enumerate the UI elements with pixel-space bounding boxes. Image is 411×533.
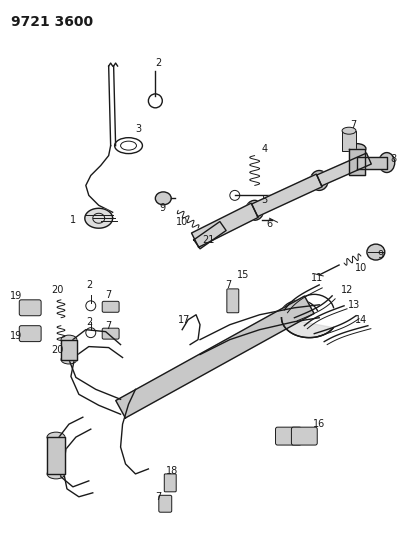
Text: 2: 2 bbox=[155, 58, 162, 68]
FancyBboxPatch shape bbox=[164, 474, 176, 492]
Text: 19: 19 bbox=[10, 291, 23, 301]
Ellipse shape bbox=[47, 432, 65, 442]
Text: 9: 9 bbox=[378, 250, 384, 260]
Ellipse shape bbox=[310, 171, 328, 190]
Polygon shape bbox=[252, 174, 322, 216]
Ellipse shape bbox=[246, 200, 263, 220]
Polygon shape bbox=[85, 208, 113, 228]
FancyBboxPatch shape bbox=[227, 289, 239, 313]
Ellipse shape bbox=[367, 244, 385, 260]
Ellipse shape bbox=[379, 152, 395, 173]
Polygon shape bbox=[317, 153, 371, 186]
Polygon shape bbox=[192, 203, 258, 247]
Text: 5: 5 bbox=[261, 196, 268, 205]
Text: 7: 7 bbox=[350, 120, 356, 130]
Polygon shape bbox=[61, 340, 77, 360]
Text: 3: 3 bbox=[135, 124, 141, 134]
Text: 12: 12 bbox=[341, 285, 353, 295]
Text: 20: 20 bbox=[51, 344, 63, 354]
Text: 8: 8 bbox=[391, 154, 397, 164]
Text: 19: 19 bbox=[10, 330, 23, 341]
FancyBboxPatch shape bbox=[102, 301, 119, 312]
Text: 11: 11 bbox=[311, 273, 323, 283]
Text: 2: 2 bbox=[87, 280, 93, 290]
Text: 21: 21 bbox=[202, 235, 214, 245]
Text: 4: 4 bbox=[261, 143, 268, 154]
Text: 14: 14 bbox=[355, 314, 367, 325]
Text: 7: 7 bbox=[155, 492, 162, 502]
Text: 7: 7 bbox=[106, 290, 112, 300]
Text: 7: 7 bbox=[106, 321, 112, 330]
Text: 10: 10 bbox=[176, 217, 188, 227]
Text: 2: 2 bbox=[87, 317, 93, 327]
Text: 6: 6 bbox=[266, 219, 272, 229]
Ellipse shape bbox=[61, 355, 77, 364]
FancyBboxPatch shape bbox=[102, 328, 119, 339]
Polygon shape bbox=[282, 318, 333, 337]
Text: 13: 13 bbox=[348, 300, 360, 310]
Text: 9721 3600: 9721 3600 bbox=[12, 15, 93, 29]
Ellipse shape bbox=[348, 144, 366, 154]
Text: 18: 18 bbox=[166, 466, 178, 476]
Polygon shape bbox=[47, 437, 65, 474]
FancyBboxPatch shape bbox=[275, 427, 301, 445]
Ellipse shape bbox=[342, 127, 356, 134]
FancyBboxPatch shape bbox=[159, 495, 172, 512]
Text: 7: 7 bbox=[225, 280, 231, 290]
FancyBboxPatch shape bbox=[19, 300, 41, 316]
Text: 1: 1 bbox=[70, 215, 76, 225]
FancyBboxPatch shape bbox=[291, 427, 317, 445]
Polygon shape bbox=[357, 157, 387, 168]
Polygon shape bbox=[194, 222, 226, 249]
Text: 17: 17 bbox=[178, 314, 190, 325]
Bar bbox=[342, 131, 356, 151]
Text: 15: 15 bbox=[237, 270, 249, 280]
Ellipse shape bbox=[61, 335, 77, 344]
Text: 20: 20 bbox=[51, 285, 63, 295]
Polygon shape bbox=[349, 149, 365, 175]
Text: 16: 16 bbox=[313, 419, 326, 429]
Text: 9: 9 bbox=[159, 203, 165, 213]
FancyBboxPatch shape bbox=[19, 326, 41, 342]
Ellipse shape bbox=[155, 192, 171, 205]
Text: 10: 10 bbox=[355, 263, 367, 273]
Polygon shape bbox=[116, 296, 314, 418]
Ellipse shape bbox=[47, 469, 65, 479]
